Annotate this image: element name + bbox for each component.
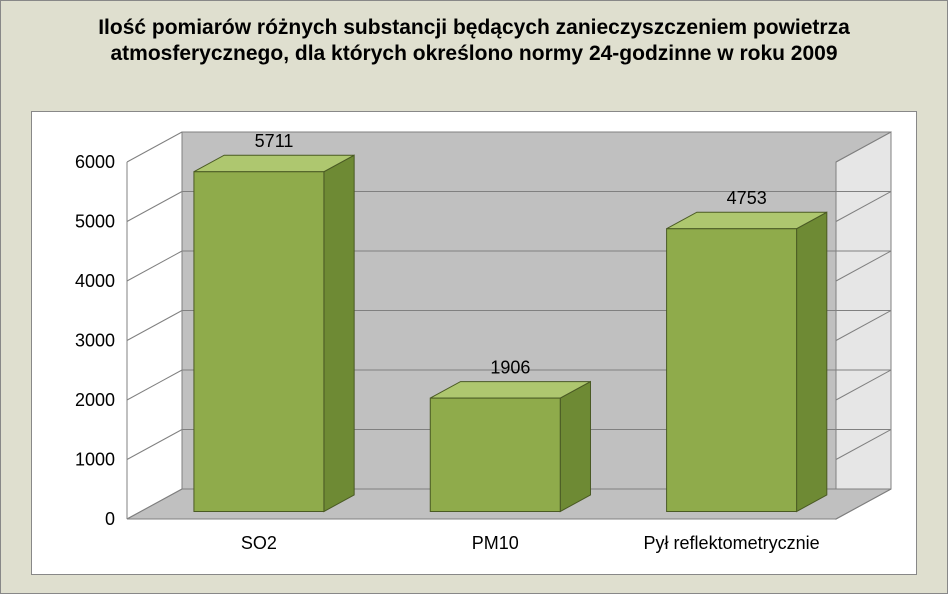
bar-side — [797, 212, 827, 511]
bar-value-label: 4753 — [727, 188, 767, 208]
bar-value-label: 1906 — [490, 358, 530, 378]
y-tick-label: 5000 — [75, 212, 115, 232]
y-tick-label: 3000 — [75, 331, 115, 351]
bar-chart-svg: 0 1000 2000 3000 4000 5000 6000 5711 SO2 1906 PM10… — [32, 112, 916, 574]
bar-side — [324, 155, 354, 511]
category-label: Pył reflektometrycznie — [644, 533, 820, 553]
bar — [194, 172, 324, 512]
y-tick-label: 1000 — [75, 450, 115, 470]
chart-title: Ilość pomiarów różnych substancji będący… — [1, 1, 947, 76]
y-tick-label: 0 — [105, 509, 115, 529]
y-tick-label: 4000 — [75, 271, 115, 291]
plot-area: 0 1000 2000 3000 4000 5000 6000 5711 SO2 1906 PM10… — [31, 111, 917, 575]
y-tick-label: 6000 — [75, 152, 115, 172]
category-label: PM10 — [472, 533, 519, 553]
y-tick-label: 2000 — [75, 390, 115, 410]
bar-side — [560, 382, 590, 512]
chart-container: Ilość pomiarów różnych substancji będący… — [0, 0, 948, 594]
bar — [430, 398, 560, 511]
bar — [667, 229, 797, 512]
category-label: SO2 — [241, 533, 277, 553]
bar-value-label: 5711 — [255, 131, 294, 151]
